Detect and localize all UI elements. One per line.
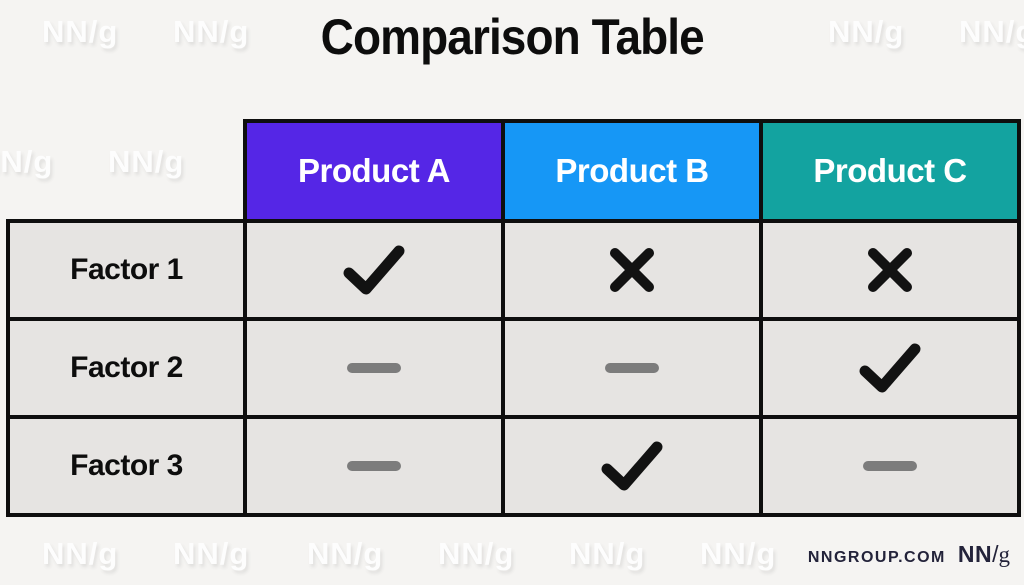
nng-watermark: NN/g	[959, 14, 1024, 49]
nng-logo-nn: NN	[957, 541, 993, 567]
header-row: Product A Product B Product C	[8, 119, 1021, 223]
cell-factor1-product-c	[759, 219, 1021, 321]
nng-watermark: NN/g	[42, 14, 119, 49]
nng-watermark: NN/g	[0, 144, 54, 179]
table-row: Factor 1	[6, 219, 1021, 321]
nng-watermark: NN/g	[438, 536, 515, 571]
corner-cell	[8, 121, 245, 221]
nng-watermark: NN/g	[173, 14, 250, 49]
cell-factor1-product-a	[243, 219, 505, 321]
nng-watermark: NN/g	[828, 14, 905, 49]
cell-factor2-product-c	[759, 317, 1021, 419]
check-icon	[247, 244, 501, 296]
dash-icon	[505, 362, 759, 374]
dash-icon	[763, 460, 1017, 472]
nng-logo: NN/g	[958, 541, 1010, 568]
footer-branding: NNGROUP.COM NN/g	[808, 541, 1010, 568]
cell-factor2-product-a	[243, 317, 505, 419]
nng-watermark: NN/g	[700, 536, 777, 571]
cell-factor3-product-c	[759, 415, 1021, 517]
cell-factor1-product-b	[501, 219, 763, 321]
table-row: Factor 2	[6, 317, 1021, 419]
cell-factor2-product-b	[501, 317, 763, 419]
row-label-factor-2: Factor 2	[6, 317, 247, 419]
column-header-product-b: Product B	[501, 119, 763, 223]
nngroup-url-text: NNGROUP.COM	[807, 549, 946, 566]
table-row: Factor 3	[6, 415, 1021, 517]
nng-logo-slash: /	[992, 541, 999, 567]
dash-icon	[247, 362, 501, 374]
row-label-factor-1: Factor 1	[6, 219, 247, 321]
page-title-text: Comparison Table	[320, 9, 704, 65]
nng-logo-g: g	[998, 542, 1011, 567]
dash-icon	[247, 460, 501, 472]
column-header-product-a: Product A	[243, 119, 505, 223]
comparison-table: Product A Product B Product C Factor 1	[6, 119, 1021, 517]
nng-watermark: NN/g	[173, 536, 250, 571]
nng-watermark: NN/g	[42, 536, 119, 571]
row-label-factor-3: Factor 3	[6, 415, 247, 517]
check-icon	[505, 440, 759, 492]
cross-icon	[505, 245, 759, 295]
cross-icon	[763, 245, 1017, 295]
nng-watermark: NN/g	[307, 536, 384, 571]
column-header-product-c: Product C	[759, 119, 1021, 223]
nng-watermark: NN/g	[569, 536, 646, 571]
cell-factor3-product-b	[501, 415, 763, 517]
page-title: Comparison Table	[0, 8, 1024, 66]
nng-watermark: NN/g	[108, 144, 185, 179]
check-icon	[763, 342, 1017, 394]
cell-factor3-product-a	[243, 415, 505, 517]
